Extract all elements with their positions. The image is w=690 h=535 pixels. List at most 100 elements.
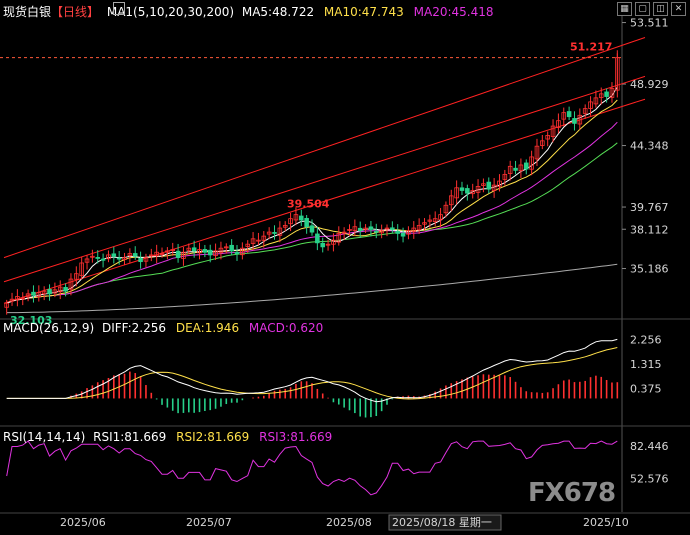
candle-body — [138, 257, 143, 263]
price-tick-label: 38.112 — [630, 223, 669, 236]
window-close-icon[interactable]: ✕ — [671, 2, 686, 16]
candle-body — [9, 298, 15, 302]
macd-dea-line — [6, 347, 618, 400]
candle-body — [320, 242, 325, 248]
candle-body — [422, 222, 427, 225]
rsi3-value: RSI3:81.669 — [259, 430, 333, 444]
candle-body — [475, 186, 481, 193]
candle-body — [84, 258, 90, 263]
candle-body — [566, 111, 572, 118]
candle-body — [395, 231, 400, 234]
candle-body — [513, 167, 518, 171]
candle-body — [556, 120, 561, 128]
window-restore-icon[interactable]: ▢ — [635, 2, 650, 16]
window-tile-icon[interactable]: ▦ — [617, 2, 632, 16]
macd-param-label: MACD(26,12,9) — [3, 321, 95, 335]
candle-body — [20, 297, 26, 300]
candle-body — [304, 217, 309, 228]
macd-tick-label: 0.375 — [630, 383, 662, 396]
candle-body — [202, 249, 208, 253]
candle-body — [363, 227, 368, 230]
candle-body — [127, 253, 133, 257]
candle-body — [325, 243, 331, 246]
candle-body — [165, 250, 170, 253]
candle-body — [207, 249, 213, 256]
window-split-icon[interactable]: ◫ — [653, 2, 668, 16]
candle-body — [111, 253, 117, 257]
candle-body — [25, 293, 31, 298]
price-extreme-label: 39.504 — [287, 198, 330, 211]
candle-body — [507, 165, 513, 174]
rsi1-value: RSI1:81.669 — [93, 430, 167, 444]
candle-body — [52, 289, 58, 294]
symbol-label: 现货白银 — [3, 5, 52, 19]
date-axis-label: 2025/10 — [583, 516, 629, 529]
candle-body — [465, 188, 470, 194]
date-axis-label: 2025/06 — [60, 516, 106, 529]
window-controls: ▦ ▢ ◫ ✕ — [617, 2, 686, 16]
ma5-value: MA5:48.722 — [241, 5, 315, 19]
macd-dea-value: DEA:1.946 — [175, 321, 240, 335]
candle-body — [191, 247, 197, 252]
candle-body — [288, 218, 293, 225]
candle-body — [57, 286, 63, 293]
candle-body — [486, 181, 492, 190]
candle-body — [352, 226, 358, 231]
candle-body — [15, 296, 20, 301]
price-extreme-label: 51.217 — [570, 40, 612, 53]
candle-body — [390, 227, 395, 230]
candle-body — [261, 235, 267, 241]
candle-body — [561, 112, 567, 120]
candle-body — [438, 214, 443, 221]
macd-legend: MACD(26,12,9) DIFF:2.256 DEA:1.946 MACD:… — [3, 321, 323, 335]
candle-body — [347, 229, 352, 231]
candle-body — [277, 227, 283, 236]
candle-body — [186, 247, 192, 251]
candle-body — [100, 258, 106, 261]
candle-body — [432, 218, 438, 223]
candle-body — [197, 249, 202, 254]
candle-body — [143, 257, 149, 262]
price-tick-label: 53.511 — [630, 17, 669, 30]
candle-body — [175, 250, 181, 259]
price-extreme-label: 32.103 — [10, 314, 52, 327]
candle-body — [149, 254, 154, 257]
candle-body — [132, 253, 138, 257]
candle-body — [357, 227, 363, 232]
candle-body — [529, 156, 534, 170]
candle-body — [379, 230, 384, 234]
candle-body — [368, 226, 374, 230]
price-tick-label: 44.348 — [630, 140, 669, 153]
candle-body — [47, 289, 52, 295]
candle-body — [256, 239, 261, 242]
candle-body — [266, 231, 272, 235]
candle-body — [4, 302, 9, 308]
candle-body — [315, 233, 320, 244]
candle-body — [116, 257, 122, 260]
candle-body — [250, 238, 256, 244]
watermark-logo: FX678 — [528, 478, 616, 508]
macd-tick-label: 2.256 — [630, 333, 662, 346]
chart-settings-icon[interactable] — [113, 2, 125, 15]
period-label[interactable]: 【日线】 — [51, 5, 100, 19]
candle-body — [106, 254, 111, 260]
candle-body — [411, 227, 417, 232]
candle-body — [384, 227, 390, 230]
candle-body — [598, 93, 604, 98]
candle-body — [229, 244, 234, 252]
macd-tick-label: 1.315 — [630, 358, 662, 371]
candle-body — [593, 97, 599, 105]
candle-body — [609, 88, 615, 98]
candle-body — [331, 239, 336, 245]
candle-body — [604, 91, 609, 97]
candle-body — [497, 180, 502, 187]
candle-body — [577, 114, 583, 125]
candle-body — [523, 162, 529, 170]
channel-line — [3, 37, 646, 259]
candle-body — [502, 173, 508, 180]
price-tick-label: 48.929 — [630, 78, 669, 91]
candle-body — [154, 251, 159, 257]
candle-body — [341, 231, 347, 234]
